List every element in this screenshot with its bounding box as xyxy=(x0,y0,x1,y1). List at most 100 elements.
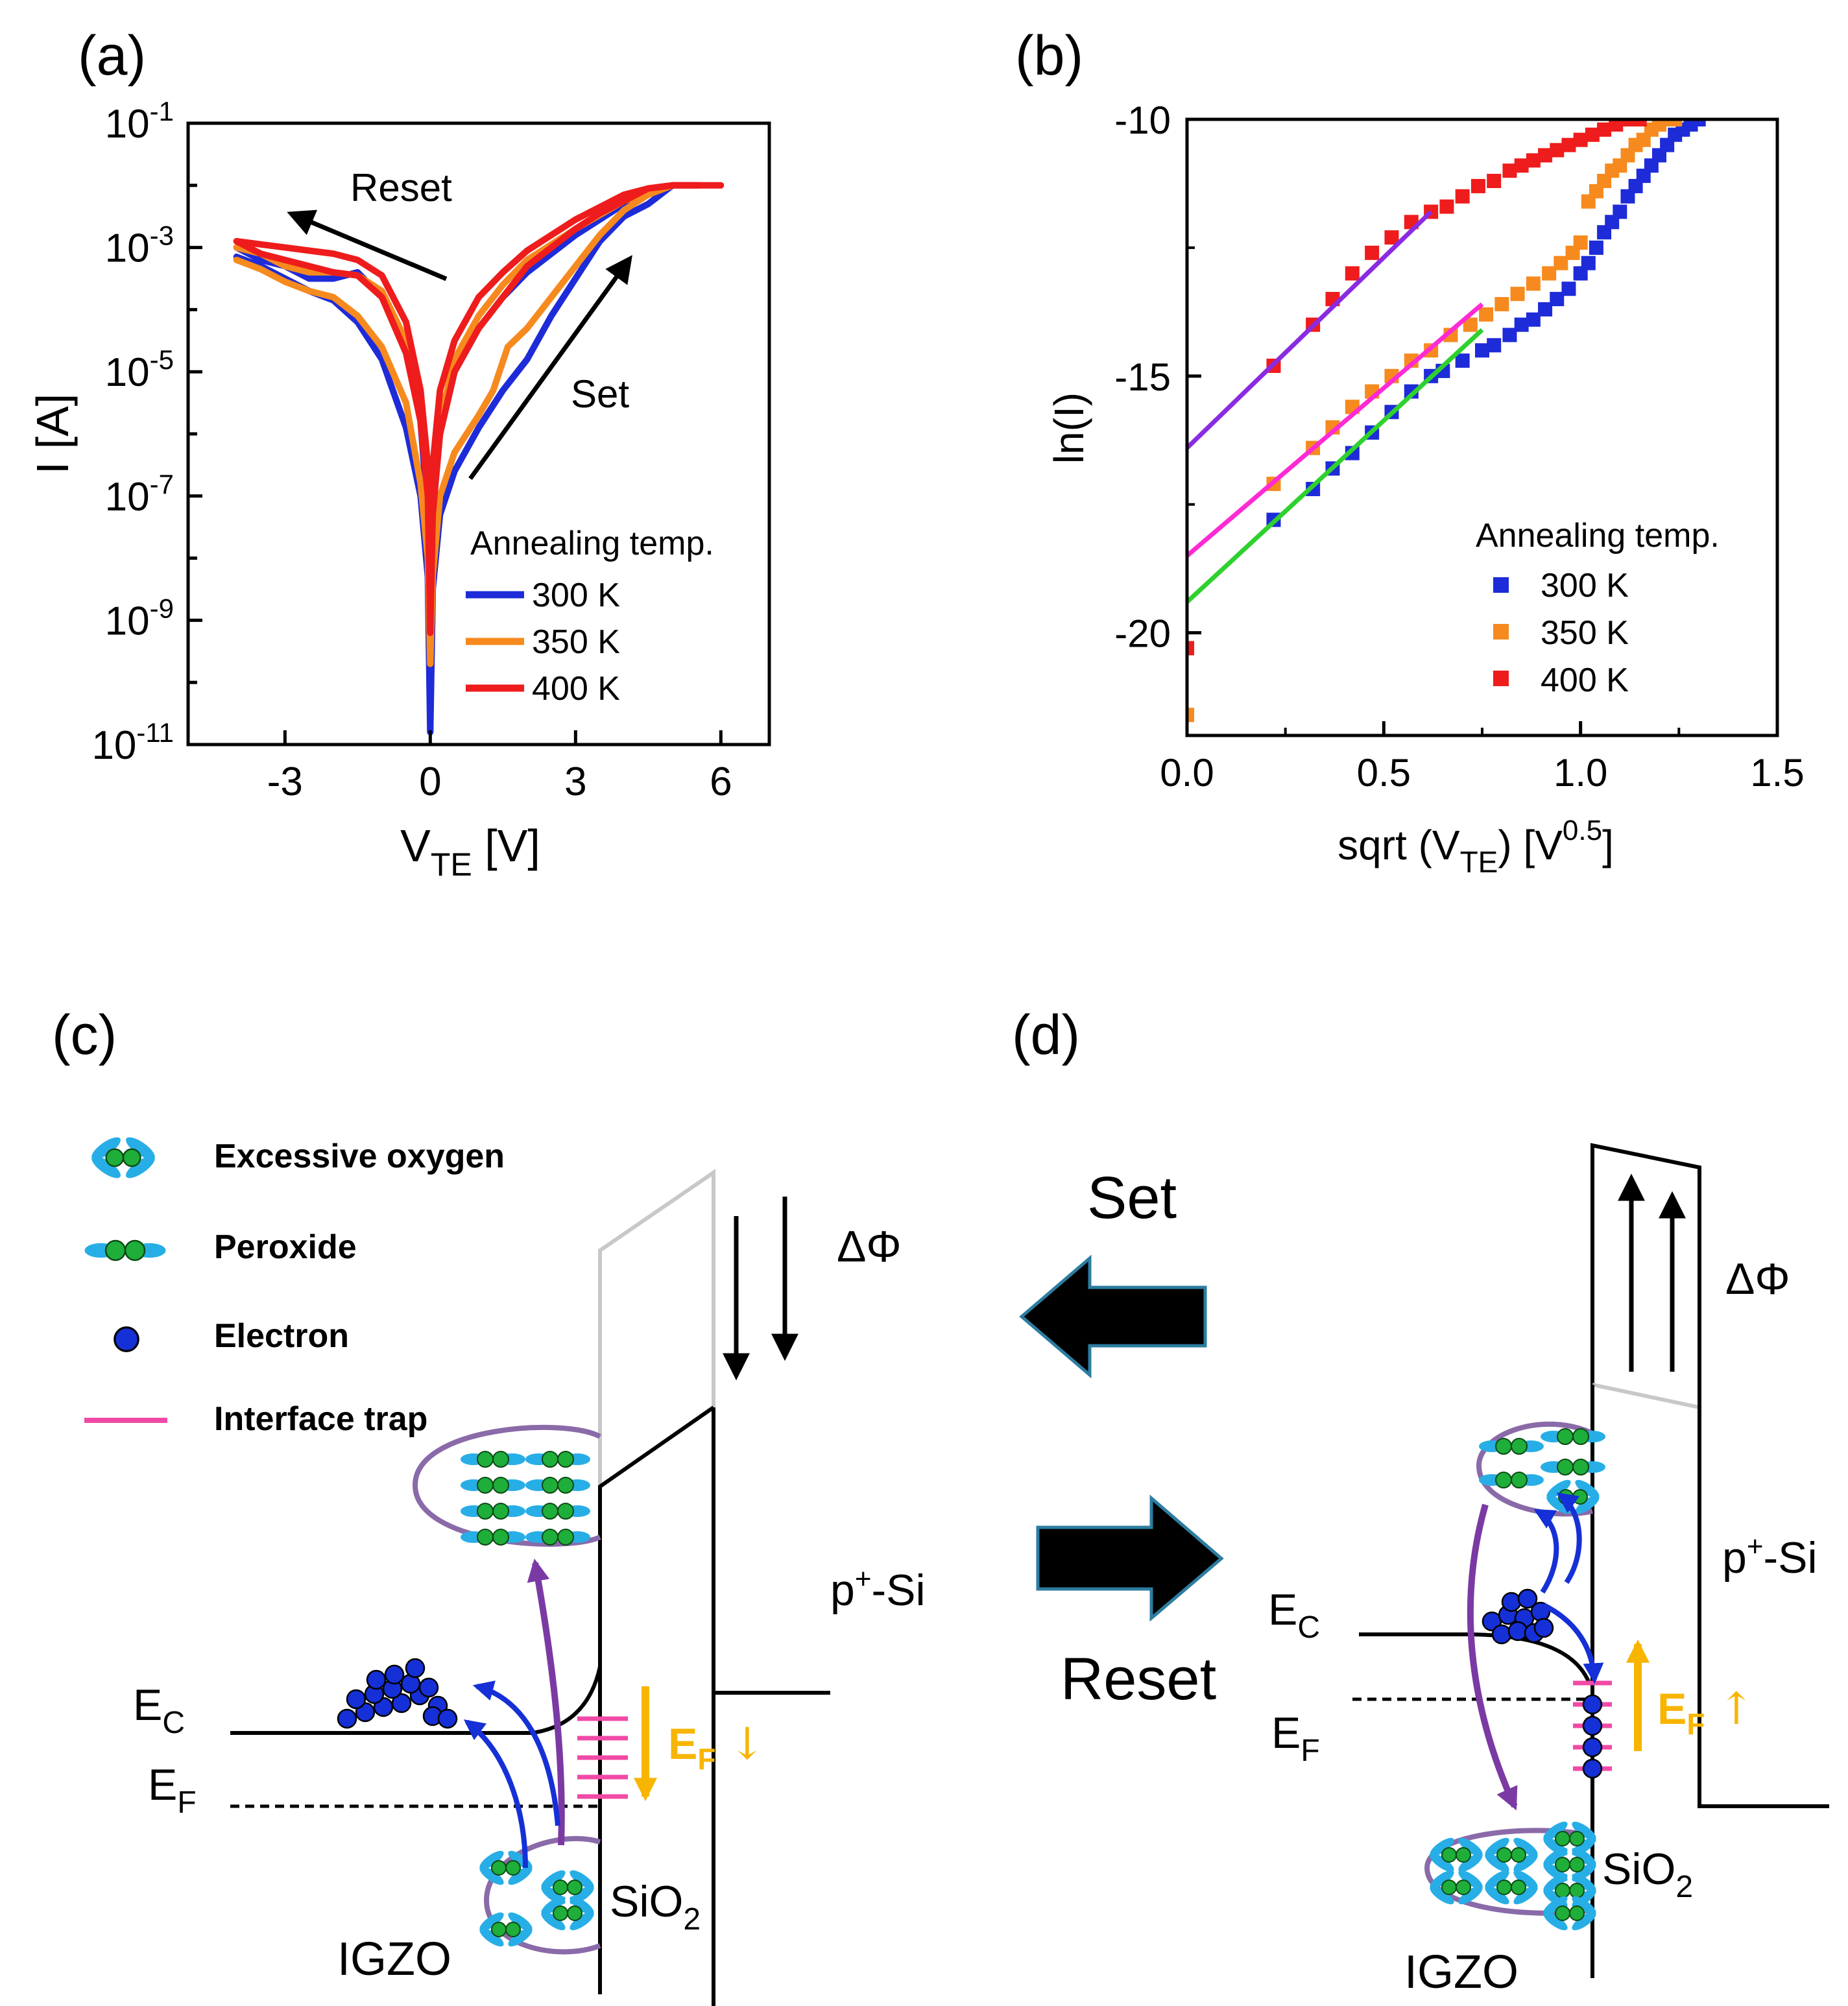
iv-curve-400k-set-branch xyxy=(427,182,725,636)
panel-b-label: (b) xyxy=(1015,25,1083,87)
point-350k xyxy=(1526,276,1541,291)
iv-curve-300k-set-branch xyxy=(427,182,700,735)
point-400k xyxy=(1561,137,1576,152)
panel-a-xlabel: VTE [V] xyxy=(400,820,540,883)
point-400k xyxy=(1455,189,1470,204)
x-tick-label: 0.0 xyxy=(1160,751,1214,794)
ef-label: EF xyxy=(148,1760,197,1820)
x-tick-label: -3 xyxy=(267,759,303,804)
panel-a-label: (a) xyxy=(78,25,146,87)
panel-b-ylabel: ln(I) xyxy=(1046,392,1092,464)
x-tick-label: 3 xyxy=(564,759,586,804)
excessive-oxygen-icon xyxy=(88,1132,159,1183)
point-350k xyxy=(1479,307,1494,322)
point-400k xyxy=(1514,158,1529,173)
excess-oxygen-cluster-lower xyxy=(476,1846,597,1951)
iv-curve-400k-neg-low xyxy=(233,238,434,636)
x-tick-label: 6 xyxy=(710,759,732,804)
excess-oxygen-cluster-lower xyxy=(1426,1817,1600,1935)
iv-curve-350k-neg-low xyxy=(233,256,434,667)
legend-electron: Electron xyxy=(214,1317,349,1355)
point-400k xyxy=(1187,641,1194,656)
point-300k xyxy=(1691,119,1706,126)
reset-label: Reset xyxy=(1061,1646,1216,1712)
ec-band xyxy=(230,1666,602,1735)
ef-label: EF xyxy=(1271,1708,1320,1768)
point-400k xyxy=(1550,143,1565,158)
set-arrow-left xyxy=(1019,1254,1207,1379)
y-tick-label: -15 xyxy=(1114,355,1171,399)
fit-line-300k xyxy=(1187,328,1484,604)
legend-label-300k: 300 K xyxy=(1541,567,1629,604)
oxide-band-gray xyxy=(1592,1383,1700,1409)
point-400k xyxy=(1609,119,1624,132)
x-tick-label: 1.5 xyxy=(1750,751,1804,794)
panel-d: (d) ΔΦ xyxy=(1012,1004,1829,1998)
legend-label-350k: 350 K xyxy=(532,623,620,661)
panel-c-legend: Excessive oxygen Peroxide Electron Inter… xyxy=(84,1132,505,1438)
point-400k xyxy=(1620,119,1635,126)
electron-icon xyxy=(114,1326,139,1352)
point-300k xyxy=(1538,302,1553,316)
legend-marker-400k xyxy=(1493,671,1509,686)
point-300k xyxy=(1561,281,1576,296)
si-band xyxy=(1698,1167,1829,1808)
point-400k xyxy=(1384,230,1399,245)
interface-traps xyxy=(577,1716,628,1799)
fit-line-350k xyxy=(1187,302,1484,558)
point-400k xyxy=(1487,174,1502,188)
oxide-band-gray xyxy=(598,1169,715,1485)
peroxide-icon xyxy=(84,1239,167,1261)
ef-down-label: EF ↓ xyxy=(668,1719,765,1776)
point-400k xyxy=(1573,132,1588,147)
panel-b: (b) 0.0 0.5 1.0 1.5 -10 -15 -20 ln(I) sqrt (VT… xyxy=(1015,25,1805,879)
legend-label-300k: 300 K xyxy=(532,577,620,614)
reset-arrow-right xyxy=(1036,1494,1224,1622)
oxygen-ellipse-lower xyxy=(1424,1828,1593,1916)
point-400k xyxy=(1365,245,1380,260)
legend-label-400k: 400 K xyxy=(532,670,620,708)
point-400k xyxy=(1502,163,1517,178)
point-400k xyxy=(1470,178,1485,193)
ec-label: EC xyxy=(133,1680,185,1740)
blue-arrow-up-1 xyxy=(1556,1492,1582,1584)
legend-interface-trap: Interface trap xyxy=(214,1400,427,1438)
legend-label-350k: 350 K xyxy=(1541,614,1629,652)
y-tick-label: 10-5 xyxy=(105,344,174,395)
panel-a-ylabel: I [A] xyxy=(27,394,78,474)
fit-line-400k xyxy=(1187,209,1433,450)
point-300k xyxy=(1455,353,1470,368)
delta-phi-label: ΔΦ xyxy=(837,1222,902,1271)
y-tick-label: 10-9 xyxy=(105,593,174,643)
point-300k xyxy=(1581,256,1596,270)
peroxide-cluster-upper xyxy=(1478,1428,1606,1518)
oxide-band-black xyxy=(599,1405,715,1488)
panel-b-xlabel: sqrt (VTE) [V0.5] xyxy=(1338,815,1614,879)
point-300k xyxy=(1475,343,1489,358)
ec-band xyxy=(1359,1632,1591,1684)
point-400k xyxy=(1597,122,1612,137)
point-300k xyxy=(1589,240,1603,255)
legend-label-400k: 400 K xyxy=(1541,662,1629,699)
p-si-label: p+-Si xyxy=(830,1563,926,1615)
panel-b-data xyxy=(1187,119,1706,722)
point-400k xyxy=(1632,119,1647,126)
x-tick-label: 0.5 xyxy=(1357,751,1411,794)
sio2-label: SiO2 xyxy=(1602,1845,1693,1904)
violet-arrow xyxy=(1467,1503,1518,1811)
point-400k xyxy=(1526,153,1541,168)
point-400k xyxy=(1345,266,1360,281)
point-300k xyxy=(1487,338,1502,353)
point-350k xyxy=(1542,266,1557,281)
panel-b-axes: 0.0 0.5 1.0 1.5 -10 -15 -20 xyxy=(1114,99,1804,794)
point-300k xyxy=(1514,317,1529,332)
set-label: Set xyxy=(1087,1165,1177,1231)
blue-arrow-2 xyxy=(472,1680,560,1826)
blue-arrow-down xyxy=(1542,1603,1604,1684)
panel-b-legend: 300 K 350 K 400 K xyxy=(1493,567,1629,699)
ef-up-label: EF ↑ xyxy=(1657,1684,1755,1741)
panel-a: (a) -3 0 3 6 10-1 10-3 10-5 10-7 10-9 10-11 I [A]… xyxy=(27,25,771,883)
point-300k xyxy=(1345,446,1360,460)
y-tick-label: 10-1 xyxy=(105,96,174,147)
